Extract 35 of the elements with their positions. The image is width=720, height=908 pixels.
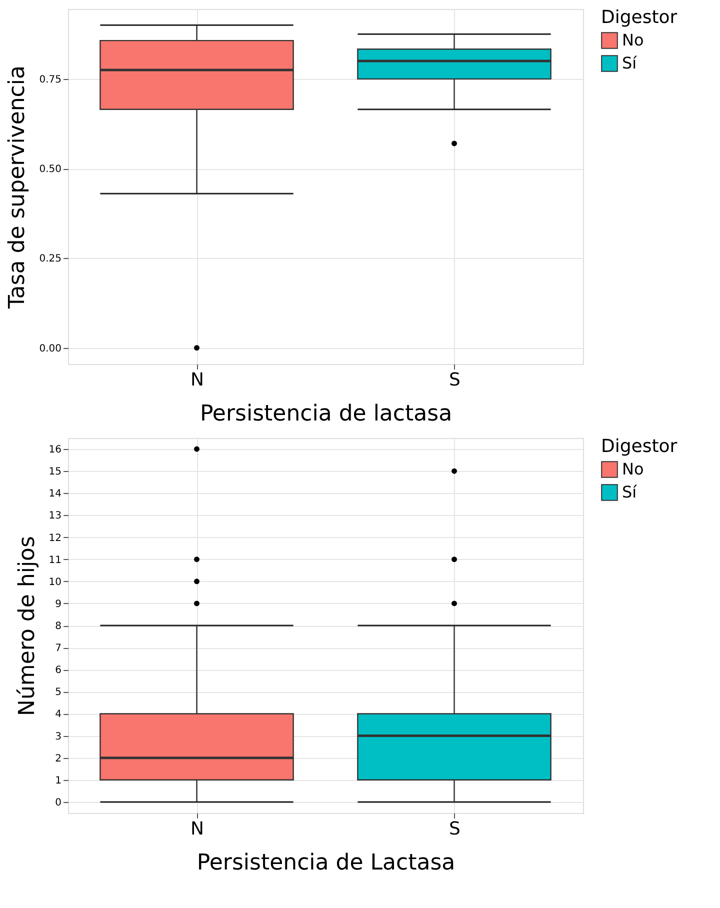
y-tick-label: 6 [55,665,62,676]
legend-title: Digestor [601,7,678,28]
y-tick-label: 2 [55,753,62,764]
x-tick-label: N [190,370,204,390]
y-tick-label: 3 [55,731,62,742]
y-tick-label: 8 [55,621,62,632]
legend-label: Sí [622,482,638,502]
y-axis-title: Tasa de supervivencia [5,66,30,310]
y-tick-label: 4 [55,709,62,720]
y-axis-title: Número de hijos [14,536,40,716]
y-tick-label: 0.75 [39,74,62,86]
y-tick-label: 5 [55,687,62,698]
y-tick-label: 1 [55,775,62,786]
x-axis-title: Persistencia de Lactasa [196,850,456,876]
y-tick-label: 7 [55,643,62,654]
y-tick-label: 9 [55,598,62,610]
y-tick-label: 16 [48,444,62,456]
y-tick-label: 10 [48,576,62,588]
legend-label: No [622,30,644,50]
y-tick-label: 14 [48,488,62,500]
x-tick-label: S [449,370,460,390]
y-tick-label: 0.50 [39,164,62,176]
x-axis-title: Persistencia de lactasa [200,402,452,426]
y-tick-label: 11 [48,554,62,566]
x-tick-label: S [449,818,460,840]
y-tick-label: 0 [55,797,62,808]
legend-label: Sí [622,54,638,72]
y-tick-label: 0.25 [39,254,62,265]
y-tick-label: 15 [48,466,62,478]
legend-title: Digestor [601,436,678,457]
x-tick-label: N [190,818,204,840]
y-tick-label: 0.00 [39,343,62,354]
y-tick-label: 13 [48,510,62,522]
y-tick-label: 12 [48,532,62,544]
legend-label: No [622,460,644,478]
